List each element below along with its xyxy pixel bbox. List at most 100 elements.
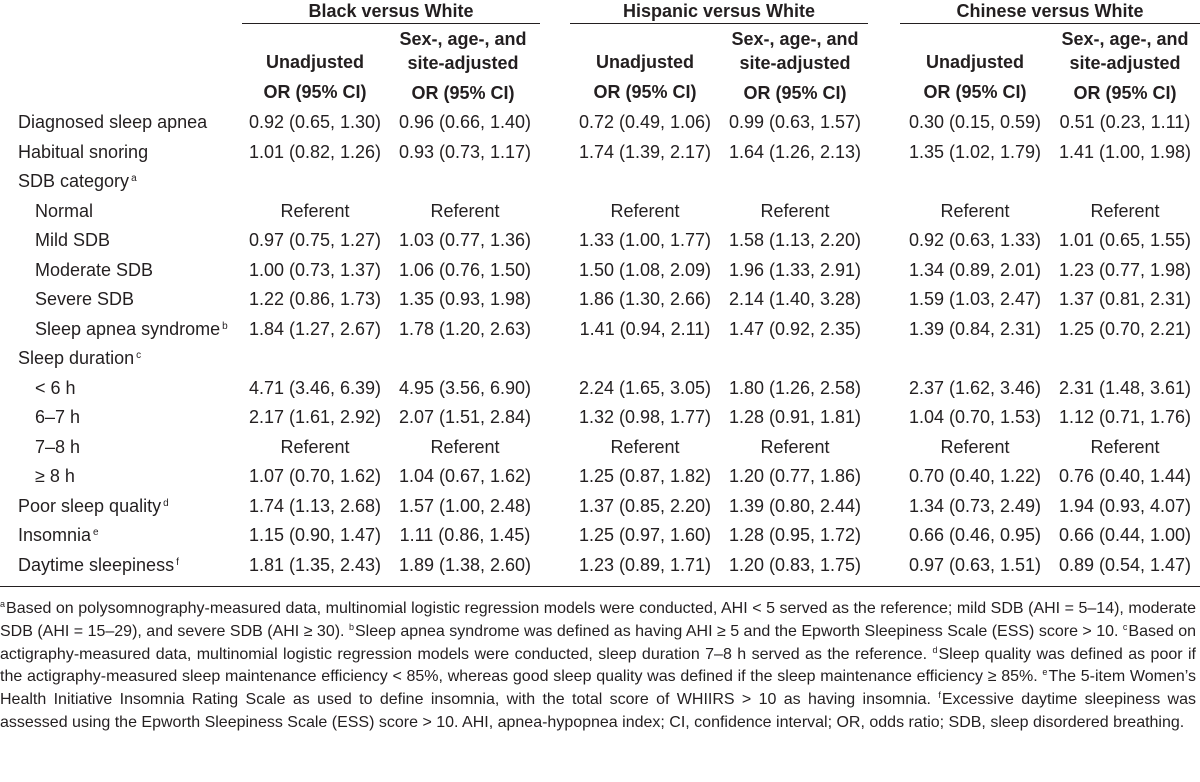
table-cell: 0.72 (0.49, 1.06) (578, 112, 712, 132)
table-cell: 1.22 (0.86, 1.73) (248, 289, 382, 309)
group-rule-hispanic (570, 23, 868, 24)
column-gap (540, 492, 570, 522)
table-cell: 0.97 (0.63, 1.51) (908, 554, 1042, 575)
table-cell: 1.94 (0.93, 4.07) (1058, 495, 1192, 516)
table-cell: 1.04 (0.70, 1.53) (908, 407, 1042, 427)
row-label: Normal (35, 200, 94, 221)
table-cell: 1.96 (1.33, 2.91) (728, 259, 862, 280)
table-row: Mild SDB 0.97 (0.75, 1.27) 1.03 (0.77, 1.3… (0, 226, 1200, 256)
table-cell: 1.58 (1.13, 2.20) (728, 230, 862, 250)
table-cell (390, 167, 540, 197)
column-gap (870, 256, 900, 286)
table-cell: 0.51 (0.23, 1.11) (1059, 112, 1191, 132)
table-cell: 0.96 (0.66, 1.40) (398, 112, 532, 132)
table-cell: 1.32 (0.98, 1.77) (578, 407, 712, 427)
table-cell: Referent (1090, 436, 1160, 457)
table-row: Sleep apnea syndrome b 1.84 (1.27, 2.67) 1.… (0, 315, 1200, 345)
group-header-chinese: Chinese versus White (956, 1, 1144, 21)
table-cell: 0.66 (0.44, 1.00) (1058, 525, 1192, 545)
table-cell: 1.20 (0.83, 1.75) (728, 554, 862, 575)
table-cell: 4.95 (3.56, 6.90) (398, 377, 532, 398)
column-gap (870, 285, 900, 315)
table-cell: 1.37 (0.81, 2.31) (1058, 289, 1192, 309)
row-label: Sleep apnea syndrome b (35, 318, 228, 339)
table-cell: 1.59 (1.03, 2.47) (908, 289, 1042, 309)
table-cell: 0.99 (0.63, 1.57) (728, 112, 862, 132)
group-rule-black (242, 23, 540, 24)
column-gap (870, 197, 900, 227)
table-cell: 1.20 (0.77, 1.86) (728, 466, 862, 486)
table-cell: 1.12 (0.71, 1.76) (1058, 407, 1192, 427)
footnote-marker: e (93, 527, 99, 538)
table-cell (570, 167, 720, 197)
footnote-marker: f (176, 556, 179, 568)
table-cell: Referent (280, 436, 350, 457)
table-cell: 1.37 (0.85, 2.20) (578, 495, 712, 516)
table-cell: Referent (940, 436, 1010, 457)
column-gap (540, 197, 570, 227)
table-row: Habitual snoring 1.01 (0.82, 1.26) 0.93 (0… (0, 138, 1200, 168)
table-row: Sleep duration c (0, 344, 1200, 374)
table-cell: 0.92 (0.65, 1.30) (248, 112, 382, 132)
column-gap (540, 167, 570, 197)
row-label: SDB category a (18, 171, 137, 191)
table-row: < 6 h 4.71 (3.46, 6.39) 4.95 (3.56, 6.90) 2… (0, 374, 1200, 404)
table-cell: 0.97 (0.75, 1.27) (248, 230, 382, 250)
table-cell: Referent (430, 200, 500, 221)
table-cell: 1.86 (1.30, 2.66) (578, 289, 712, 309)
footnote-marker: a (0, 599, 6, 609)
row-label: Sleep duration c (18, 348, 142, 368)
table-cell: 2.17 (1.61, 2.92) (248, 407, 382, 427)
column-gap (540, 138, 570, 168)
column-gap (540, 226, 570, 256)
footnote-text: The 5-item Women’s Health Initiative Ins… (0, 668, 1197, 709)
row-label: ≥ 8 h (35, 466, 75, 486)
column-gap (870, 108, 900, 138)
col-header-unadjusted: Unadjusted OR (95% CI) (923, 52, 1027, 102)
column-gap (870, 374, 900, 404)
row-label: < 6 h (35, 377, 76, 398)
table-cell: 0.93 (0.73, 1.17) (398, 141, 532, 162)
table-cell: 1.50 (1.08, 2.09) (578, 259, 712, 280)
column-gap (540, 521, 570, 551)
footnotes: aBased on polysomnography-measured data,… (0, 598, 1196, 735)
table-cell: 1.01 (0.65, 1.55) (1058, 230, 1192, 250)
table-cell: 1.25 (0.70, 2.21) (1058, 318, 1192, 339)
table-row: ≥ 8 h 1.07 (0.70, 1.62) 1.04 (0.67, 1.62) 1… (0, 462, 1200, 492)
table-cell: 1.15 (0.90, 1.47) (248, 525, 382, 545)
col-header-adjusted: Sex-, age-, and site-adjusted OR (95% CI… (731, 29, 859, 103)
table-row: Normal Referent Referent Referent Referent Re… (0, 197, 1200, 227)
table-cell: 2.07 (1.51, 2.84) (398, 407, 532, 427)
footnote-marker: d (163, 497, 169, 509)
column-gap (870, 521, 900, 551)
col-header-unadjusted: Unadjusted OR (95% CI) (263, 52, 367, 102)
column-gap (540, 374, 570, 404)
table-cell: 1.33 (1.00, 1.77) (578, 230, 712, 250)
footnote-marker: c (1122, 621, 1128, 632)
table-row: Poor sleep quality d 1.74 (1.13, 2.68) 1.57… (0, 492, 1200, 522)
table-row: Diagnosed sleep apnea 0.92 (0.65, 1.30) 0.… (0, 108, 1200, 138)
table-row: SDB category a (0, 167, 1200, 197)
group-header-hispanic: Hispanic versus White (622, 1, 816, 21)
row-label: Insomnia e (18, 525, 99, 545)
table-cell (1050, 167, 1200, 197)
table-cell: 1.41 (1.00, 1.98) (1058, 141, 1192, 162)
table-cell: 1.41 (0.94, 2.11) (579, 318, 711, 339)
table-cell: 1.35 (0.93, 1.98) (398, 289, 532, 309)
table-cell: 0.66 (0.46, 0.95) (908, 525, 1042, 545)
column-gap (870, 403, 900, 433)
footnote-text: Sleep quality was defined as poor if the… (0, 645, 1196, 686)
table-cell: 1.11 (0.86, 1.45) (399, 525, 531, 545)
footnote-marker: b (222, 320, 228, 332)
footnote-marker: a (131, 173, 137, 184)
column-gap (870, 492, 900, 522)
column-gap (870, 433, 900, 463)
table-row: Severe SDB 1.22 (0.86, 1.73) 1.35 (0.93, 1… (0, 285, 1200, 315)
row-label: Poor sleep quality d (18, 495, 169, 516)
column-gap (540, 108, 570, 138)
table-cell: 2.14 (1.40, 3.28) (728, 289, 862, 309)
table-row: Insomnia e 1.15 (0.90, 1.47) 1.11 (0.86, 1.… (0, 521, 1200, 551)
results-table: Diagnosed sleep apnea 0.92 (0.65, 1.30) 0.… (0, 108, 1200, 580)
table-cell: 1.39 (0.80, 2.44) (728, 495, 862, 516)
table-row: Moderate SDB 1.00 (0.73, 1.37) 1.06 (0.76,… (0, 256, 1200, 286)
